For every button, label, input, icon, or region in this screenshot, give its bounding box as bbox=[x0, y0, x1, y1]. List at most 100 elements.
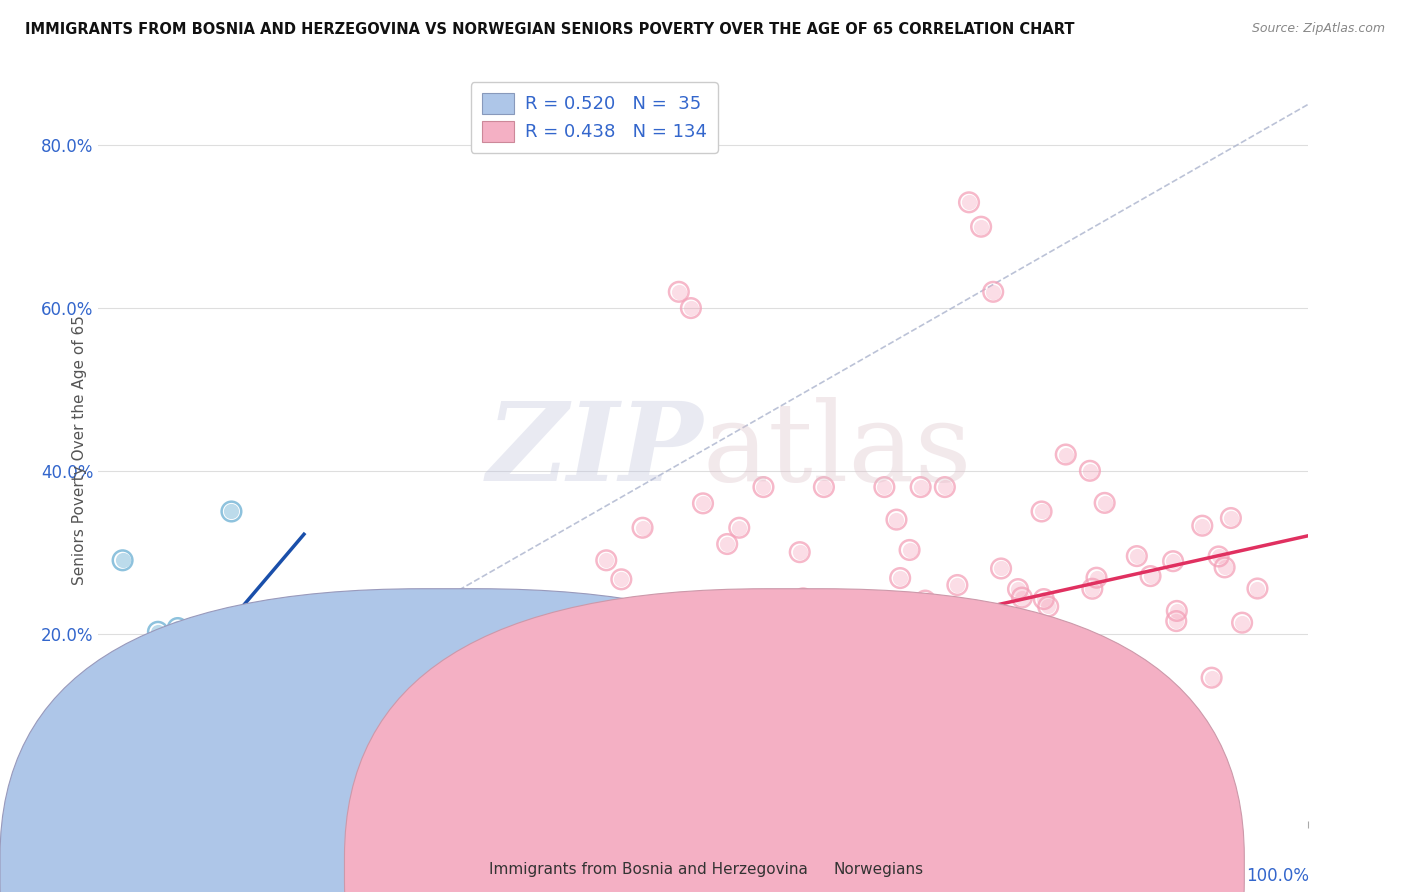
Point bbox=[533, 681, 555, 696]
Y-axis label: Seniors Poverty Over the Age of 65: Seniors Poverty Over the Age of 65 bbox=[72, 316, 87, 585]
Point bbox=[886, 513, 908, 527]
Point bbox=[882, 603, 904, 617]
Point bbox=[1000, 646, 1022, 660]
Point bbox=[256, 772, 278, 787]
Point bbox=[173, 742, 195, 756]
Point bbox=[156, 789, 179, 804]
Point bbox=[1007, 582, 1029, 596]
Point bbox=[886, 513, 908, 527]
Point bbox=[596, 722, 619, 736]
Point bbox=[107, 737, 129, 751]
Point bbox=[789, 545, 811, 559]
Point bbox=[1094, 496, 1116, 510]
Point bbox=[1000, 646, 1022, 660]
Point bbox=[166, 621, 188, 635]
Point bbox=[370, 689, 392, 703]
Point bbox=[789, 545, 811, 559]
Point bbox=[813, 480, 835, 494]
Point bbox=[637, 712, 659, 726]
Point bbox=[682, 754, 704, 768]
Point bbox=[1191, 518, 1213, 533]
Point bbox=[1166, 604, 1188, 618]
Point bbox=[683, 723, 706, 737]
Point bbox=[135, 722, 157, 736]
Point bbox=[1038, 599, 1060, 614]
Point bbox=[728, 693, 751, 707]
Point bbox=[364, 740, 387, 755]
Point bbox=[97, 759, 120, 773]
Point bbox=[93, 752, 115, 766]
Point bbox=[179, 759, 201, 773]
Point bbox=[1012, 614, 1035, 628]
Point bbox=[873, 480, 896, 494]
Point bbox=[94, 694, 117, 708]
Point bbox=[800, 604, 823, 618]
Point bbox=[640, 655, 662, 669]
Point bbox=[621, 639, 644, 653]
Point bbox=[898, 543, 921, 558]
Point bbox=[654, 623, 676, 637]
Point bbox=[524, 658, 547, 673]
Point bbox=[288, 789, 311, 804]
Point bbox=[91, 747, 114, 762]
Point bbox=[172, 772, 194, 787]
Point bbox=[768, 688, 790, 702]
Point bbox=[910, 480, 932, 494]
Point bbox=[946, 578, 969, 592]
Point bbox=[498, 704, 520, 718]
Point bbox=[813, 480, 835, 494]
Point bbox=[1230, 615, 1253, 630]
Point bbox=[307, 781, 329, 796]
Point bbox=[1007, 582, 1029, 596]
Point bbox=[631, 521, 654, 535]
Point bbox=[207, 736, 229, 750]
Point bbox=[267, 704, 290, 718]
Point bbox=[146, 624, 169, 639]
Point bbox=[800, 604, 823, 618]
Point bbox=[792, 591, 814, 606]
Point bbox=[457, 682, 479, 697]
Point bbox=[163, 770, 186, 784]
Point bbox=[1213, 560, 1236, 574]
Point bbox=[184, 724, 207, 739]
Point bbox=[967, 679, 990, 693]
Point bbox=[1166, 614, 1188, 628]
Point bbox=[117, 695, 139, 709]
Point bbox=[174, 789, 197, 804]
Point bbox=[967, 676, 990, 690]
Text: Norwegians: Norwegians bbox=[834, 863, 924, 877]
Point bbox=[344, 761, 367, 775]
Point bbox=[419, 719, 441, 733]
Point bbox=[94, 789, 117, 804]
Point bbox=[589, 767, 612, 781]
Point bbox=[1054, 448, 1077, 462]
Point bbox=[1201, 671, 1223, 685]
Point bbox=[179, 759, 201, 773]
Point bbox=[1139, 569, 1161, 583]
Point bbox=[91, 719, 114, 733]
Point bbox=[124, 675, 146, 690]
Point bbox=[626, 673, 648, 687]
Point bbox=[457, 759, 479, 773]
Point bbox=[510, 610, 533, 624]
Point bbox=[952, 615, 974, 629]
Point bbox=[627, 745, 650, 759]
Point bbox=[221, 504, 243, 518]
Point bbox=[127, 698, 149, 713]
Point bbox=[108, 710, 131, 724]
Point bbox=[93, 752, 115, 766]
Point bbox=[117, 695, 139, 709]
Point bbox=[710, 692, 733, 706]
Point bbox=[1032, 592, 1054, 607]
Point bbox=[627, 745, 650, 759]
Point bbox=[254, 789, 277, 804]
Point bbox=[288, 789, 311, 804]
Point bbox=[515, 602, 537, 616]
Point bbox=[894, 608, 917, 623]
Point bbox=[1161, 554, 1184, 568]
Point bbox=[869, 635, 891, 649]
Point bbox=[166, 621, 188, 635]
Point bbox=[173, 742, 195, 756]
Point bbox=[716, 537, 738, 551]
Point bbox=[419, 719, 441, 733]
